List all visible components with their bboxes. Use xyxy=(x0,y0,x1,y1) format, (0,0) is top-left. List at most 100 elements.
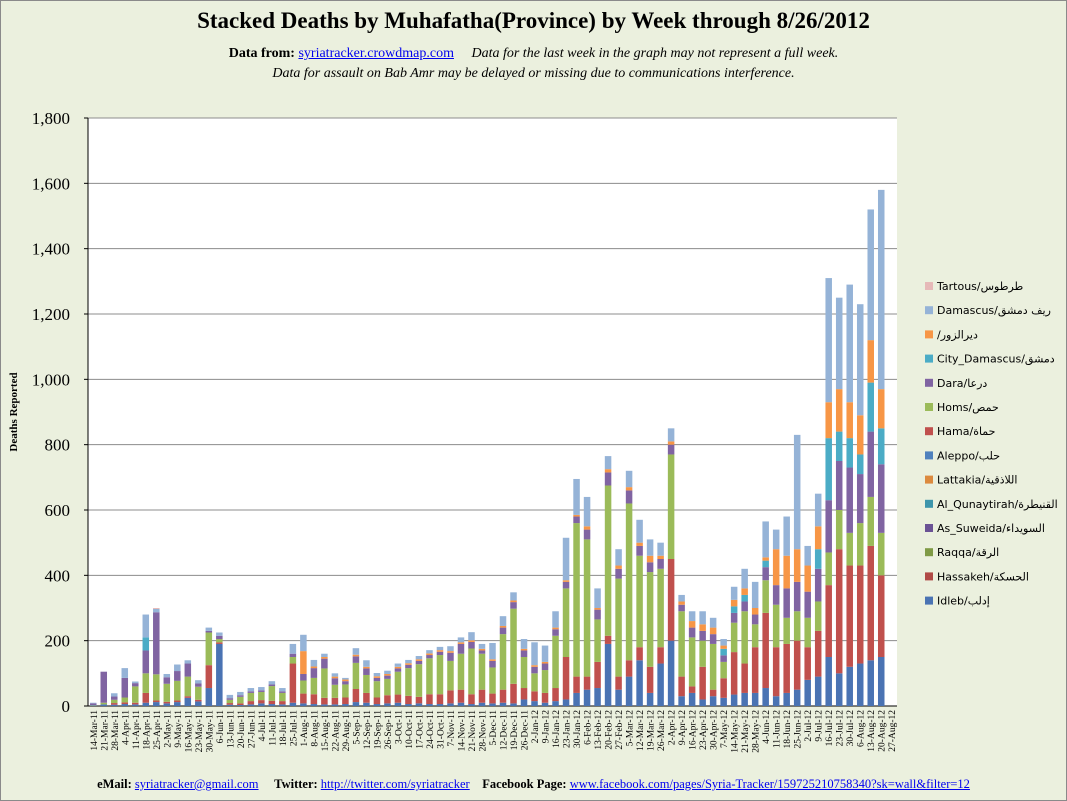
bar-segment xyxy=(615,549,622,566)
x-tick-label: 30-Jul-12 xyxy=(846,710,856,747)
bar-segment xyxy=(163,703,171,706)
legend-label: City_Damascus/دمشق xyxy=(937,353,1055,367)
bar-segment xyxy=(646,555,654,563)
y-tick-label: 1,800 xyxy=(32,109,70,128)
bar-segment xyxy=(405,659,412,664)
bar-segment xyxy=(237,703,244,706)
bar-segment xyxy=(562,657,570,700)
y-tick-label: 1,200 xyxy=(32,305,70,324)
x-tick-label: 13-Aug-12 xyxy=(867,710,877,752)
data-source-link[interactable]: syriatracker.crowdmap.com xyxy=(298,46,454,61)
x-tick-label: 19-Mar-12 xyxy=(647,710,657,751)
bar-segment xyxy=(646,539,654,556)
data-from-label: Data from: xyxy=(228,46,295,61)
bar-segment xyxy=(741,611,748,664)
bar-segment xyxy=(394,666,402,669)
bar-segment xyxy=(846,666,853,706)
bar-segment xyxy=(226,694,234,699)
x-tick-label: 23-Jul-12 xyxy=(836,710,846,747)
bar-segment xyxy=(877,575,885,657)
bar-segment xyxy=(835,431,843,461)
bar-segment xyxy=(153,702,160,706)
bar-segment xyxy=(132,704,139,706)
bar-segment xyxy=(163,683,171,702)
bar-segment xyxy=(352,648,360,655)
bar-segment xyxy=(762,580,769,613)
bar-segment xyxy=(856,415,864,455)
bar-segment xyxy=(447,660,454,691)
bar-segment xyxy=(226,698,234,700)
bar-segment xyxy=(447,690,454,704)
bar-segment xyxy=(741,663,748,693)
x-tick-label: 30-May-11 xyxy=(205,710,215,753)
bar-segment xyxy=(331,673,339,677)
x-tick-label: 2-Jul-12 xyxy=(804,710,814,742)
legend-label: /ديرالزور xyxy=(937,328,978,341)
bar-segment xyxy=(205,665,213,689)
bar-segment xyxy=(499,689,507,703)
bar-segment xyxy=(688,611,696,622)
bar-segment xyxy=(573,516,580,524)
bar-segment xyxy=(447,646,454,652)
bar-segment xyxy=(363,702,370,706)
bar-segment xyxy=(394,671,402,695)
bar-segment xyxy=(237,695,244,697)
bar-segment xyxy=(699,666,706,700)
twitter-link[interactable]: http://twitter.com/syriatracker xyxy=(320,777,470,791)
bar-segment xyxy=(709,689,717,697)
bar-segment xyxy=(237,691,244,696)
bar-segment xyxy=(363,668,370,675)
x-tick-label: 5-Dec-11 xyxy=(489,710,499,746)
x-tick-label: 30-Jan-12 xyxy=(573,710,583,748)
bar-segment xyxy=(499,625,507,628)
bar-segment xyxy=(363,692,370,703)
note-bab-amr: Data for assault on Bab Amr may be delay… xyxy=(272,66,795,81)
bar-segment xyxy=(856,663,864,706)
x-tick-label: 20-Feb-12 xyxy=(605,710,615,750)
bar-segment xyxy=(321,658,328,669)
bar-segment xyxy=(331,676,339,679)
bar-segment xyxy=(835,510,843,550)
bar-segment xyxy=(541,645,549,662)
x-tick-label: 21-Mar-11 xyxy=(100,710,110,751)
x-tick-label: 19-Dec-11 xyxy=(510,710,520,751)
bar-segment xyxy=(877,464,885,533)
bar-segment xyxy=(436,704,444,706)
bar-segment xyxy=(699,630,706,641)
legend-label: Lattakia/اللاذقية xyxy=(937,474,1017,487)
bar-segment xyxy=(615,676,622,690)
bar-segment xyxy=(300,693,307,704)
facebook-link[interactable]: www.facebook.com/pages/Syria-Tracker/159… xyxy=(569,777,970,791)
bar-segment xyxy=(814,676,822,706)
bar-segment xyxy=(856,474,864,524)
bar-segment xyxy=(636,660,643,706)
legend-swatch xyxy=(925,427,933,436)
bar-segment xyxy=(678,676,685,697)
bar-segment xyxy=(142,614,150,638)
bar-segment xyxy=(772,647,780,697)
bar-segment xyxy=(174,680,181,701)
bar-segment xyxy=(772,604,780,648)
bar-segment xyxy=(751,581,759,608)
bar-segment xyxy=(531,701,538,706)
bar-segment xyxy=(793,581,801,612)
x-tick-label: 24-Oct-11 xyxy=(426,710,436,749)
email-link[interactable]: syriatracker@gmail.com xyxy=(134,777,259,791)
bar-segment xyxy=(541,702,549,706)
legend-label: Idleb/إدلب xyxy=(937,595,990,608)
legend-swatch xyxy=(925,499,933,508)
bar-segment xyxy=(762,567,769,581)
x-tick-label: 16-Jul-12 xyxy=(825,710,835,747)
x-tick-label: 2-May-11 xyxy=(163,710,173,748)
bar-segment xyxy=(363,674,370,693)
bar-segment xyxy=(300,703,307,706)
bar-segment xyxy=(804,647,811,680)
bar-segment xyxy=(552,688,559,702)
bar-segment xyxy=(646,572,654,667)
bar-segment xyxy=(153,608,160,613)
bar-segment xyxy=(436,655,444,695)
bar-segment xyxy=(783,692,790,706)
bar-segment xyxy=(814,568,822,602)
bar-segment xyxy=(720,645,727,649)
bar-segment xyxy=(783,516,790,556)
